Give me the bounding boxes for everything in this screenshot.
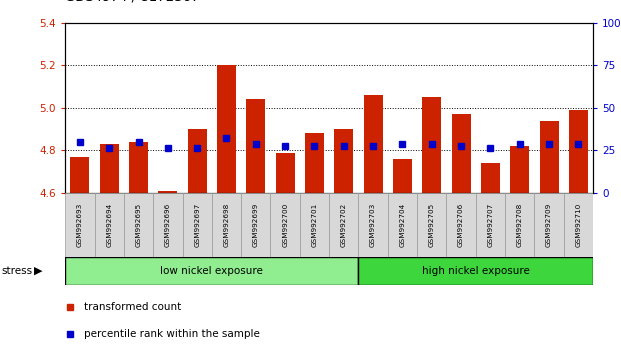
Text: GSM992693: GSM992693	[77, 202, 83, 247]
FancyBboxPatch shape	[124, 193, 153, 257]
Text: GSM992701: GSM992701	[312, 202, 317, 247]
Bar	[540, 121, 559, 193]
Text: GSM992706: GSM992706	[458, 202, 464, 247]
Text: GSM992695: GSM992695	[135, 202, 142, 247]
Bar	[305, 133, 324, 193]
Bar	[451, 114, 471, 193]
Text: percentile rank within the sample: percentile rank within the sample	[84, 329, 260, 339]
FancyBboxPatch shape	[417, 193, 446, 257]
FancyBboxPatch shape	[388, 193, 417, 257]
Text: low nickel exposure: low nickel exposure	[160, 266, 263, 276]
Text: GSM992705: GSM992705	[428, 202, 435, 247]
FancyBboxPatch shape	[358, 193, 388, 257]
Text: GSM992696: GSM992696	[165, 202, 171, 247]
Text: GSM992709: GSM992709	[546, 202, 552, 247]
FancyBboxPatch shape	[271, 193, 300, 257]
Bar	[129, 142, 148, 193]
Bar	[217, 65, 236, 193]
FancyBboxPatch shape	[535, 193, 564, 257]
FancyBboxPatch shape	[300, 193, 329, 257]
Text: GSM992702: GSM992702	[341, 202, 347, 247]
FancyBboxPatch shape	[65, 193, 94, 257]
FancyBboxPatch shape	[329, 193, 358, 257]
Bar	[188, 129, 207, 193]
Text: GSM992698: GSM992698	[224, 202, 230, 247]
FancyBboxPatch shape	[183, 193, 212, 257]
FancyBboxPatch shape	[94, 193, 124, 257]
Text: GSM992708: GSM992708	[517, 202, 523, 247]
FancyBboxPatch shape	[564, 193, 593, 257]
Text: ▶: ▶	[34, 266, 43, 276]
FancyBboxPatch shape	[505, 193, 535, 257]
FancyBboxPatch shape	[65, 257, 358, 285]
FancyBboxPatch shape	[241, 193, 271, 257]
Text: stress: stress	[1, 266, 32, 276]
Bar	[363, 95, 383, 193]
FancyBboxPatch shape	[446, 193, 476, 257]
Bar	[510, 146, 529, 193]
Text: GSM992710: GSM992710	[576, 202, 581, 247]
Text: transformed count: transformed count	[84, 302, 181, 312]
Bar	[481, 163, 500, 193]
Bar	[393, 159, 412, 193]
Text: GSM992694: GSM992694	[106, 202, 112, 247]
Bar	[569, 110, 588, 193]
Bar	[158, 191, 178, 193]
Bar	[334, 129, 353, 193]
Text: GSM992697: GSM992697	[194, 202, 200, 247]
Text: GSM992700: GSM992700	[282, 202, 288, 247]
Bar	[276, 153, 295, 193]
Bar	[247, 99, 265, 193]
Text: GSM992704: GSM992704	[399, 202, 406, 247]
Text: GSM992707: GSM992707	[487, 202, 494, 247]
Text: GSM992699: GSM992699	[253, 202, 259, 247]
Bar	[422, 97, 442, 193]
FancyBboxPatch shape	[476, 193, 505, 257]
FancyBboxPatch shape	[212, 193, 241, 257]
FancyBboxPatch shape	[153, 193, 183, 257]
Bar	[70, 157, 89, 193]
FancyBboxPatch shape	[358, 257, 593, 285]
Text: high nickel exposure: high nickel exposure	[422, 266, 530, 276]
Text: GSM992703: GSM992703	[370, 202, 376, 247]
Text: GDS4974 / 8172367: GDS4974 / 8172367	[65, 0, 200, 4]
Bar	[99, 144, 119, 193]
